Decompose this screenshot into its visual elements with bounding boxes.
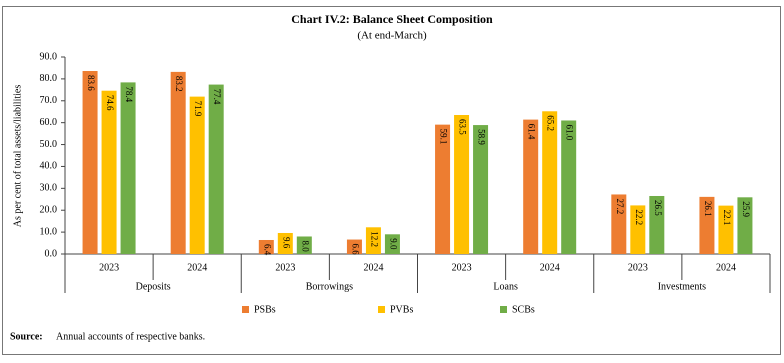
bar: [365, 227, 381, 254]
legend-swatch: [242, 306, 249, 313]
x-tick-label: 2023: [452, 262, 472, 273]
bar: [699, 196, 715, 254]
data-label: 74.6: [105, 95, 115, 111]
bar: [561, 120, 577, 254]
data-label: 25.9: [741, 201, 751, 217]
x-tick-label: 2023: [275, 262, 295, 273]
data-label: 63.5: [458, 119, 468, 135]
bar: [611, 194, 627, 254]
data-label: 27.2: [615, 198, 625, 214]
bar: [435, 124, 451, 255]
y-tick-label: 40.0: [40, 161, 58, 172]
data-label: 6.6: [350, 244, 360, 256]
data-label: 61.4: [527, 124, 537, 140]
y-tick-label: 60.0: [40, 117, 58, 128]
source-text: Annual accounts of respective banks.: [56, 331, 205, 342]
data-label: 61.0: [565, 124, 575, 140]
data-label: 71.9: [193, 101, 203, 117]
bar: [630, 205, 646, 254]
bar: [454, 115, 470, 254]
data-label: 9.0: [388, 238, 398, 250]
chart-title: Chart IV.2: Balance Sheet Composition: [291, 12, 493, 26]
x-tick-label: 2024: [716, 262, 736, 273]
data-label: 22.2: [634, 209, 644, 225]
bar: [170, 71, 186, 254]
bar: [120, 82, 136, 254]
frame: [2, 6, 781, 355]
group-label: Deposits: [136, 281, 171, 292]
bar: [189, 96, 205, 254]
y-tick-label: 10.0: [40, 226, 58, 237]
data-label: 22.1: [722, 210, 732, 226]
data-label: 26.5: [653, 200, 663, 216]
x-tick-label: 2024: [540, 262, 560, 273]
x-tick-label: 2024: [187, 262, 207, 273]
bar: [649, 195, 665, 254]
data-label: 83.2: [174, 76, 184, 92]
data-label: 12.2: [369, 231, 379, 247]
y-tick-label: 50.0: [40, 139, 58, 150]
bar: [277, 232, 293, 254]
chart-subtitle: (At end-March): [357, 30, 427, 42]
group-label: Loans: [493, 281, 518, 292]
data-label: 26.1: [703, 201, 713, 217]
data-label: 78.4: [124, 86, 134, 102]
legend-label: SCBs: [512, 304, 535, 315]
data-label: 65.2: [546, 115, 556, 131]
data-label: 9.6: [281, 237, 291, 249]
bar: [258, 239, 274, 254]
bar: [737, 197, 753, 254]
x-tick-label: 2023: [99, 262, 119, 273]
y-tick-label: 80.0: [40, 73, 58, 84]
bar: [384, 234, 400, 254]
legend-label: PSBs: [254, 304, 276, 315]
data-label: 77.4: [212, 89, 222, 105]
y-axis-label: As per cent of total assets/liabilities: [12, 85, 23, 228]
data-label: 58.9: [477, 129, 487, 145]
bar: [718, 205, 734, 254]
group-label: Investments: [658, 281, 706, 292]
y-tick-label: 0.0: [45, 248, 58, 259]
bar: [523, 119, 539, 254]
data-label: 6.4: [262, 244, 272, 256]
bar: [82, 71, 98, 255]
legend-swatch: [378, 306, 385, 313]
data-label: 8.0: [300, 240, 310, 252]
x-tick-label: 2024: [363, 262, 383, 273]
data-label: 83.6: [86, 75, 96, 91]
bar: [296, 236, 312, 254]
bar: [542, 111, 558, 254]
legend-label: PVBs: [390, 304, 413, 315]
y-tick-label: 30.0: [40, 183, 58, 194]
bar: [101, 90, 117, 254]
legend-swatch: [500, 306, 507, 313]
x-tick-label: 2023: [628, 262, 648, 273]
bar: [473, 125, 489, 254]
y-tick-label: 90.0: [40, 51, 58, 62]
y-tick-label: 70.0: [40, 95, 58, 106]
data-label: 59.1: [439, 129, 449, 145]
bar: [208, 84, 224, 254]
y-tick-label: 20.0: [40, 205, 58, 216]
source-label: Source:: [10, 331, 43, 342]
group-label: Borrowings: [306, 281, 353, 292]
bar: [346, 239, 362, 254]
